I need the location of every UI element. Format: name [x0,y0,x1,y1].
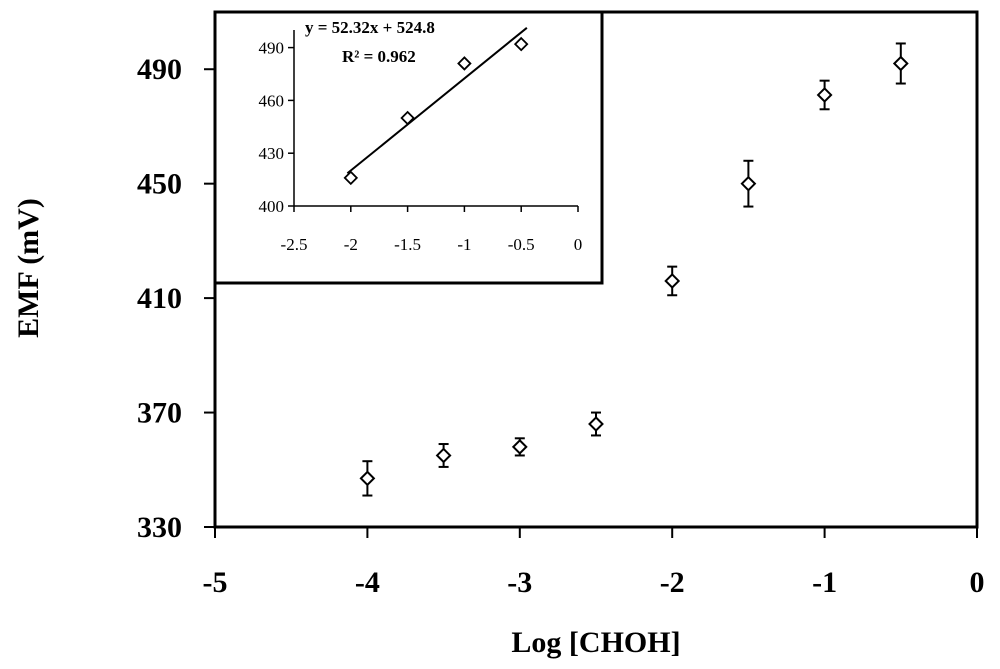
inset-data-point [457,56,472,71]
x-axis-label: Log [CHOH] [511,626,680,659]
inset-y-tick-label: 490 [259,39,285,58]
data-point [740,175,757,192]
inset-data-point [513,36,529,52]
inset-data-point [400,110,415,126]
inset-x-tick-label: -1.5 [394,235,421,254]
data-point [359,470,376,487]
inset-frame [213,10,604,285]
y-tick-label: 410 [137,282,182,315]
data-point [816,87,833,103]
inset-chart: -2.5 -2 -1.5 -1 -0.5 0 400 430 460 490 y = 52.32x… [213,10,604,285]
inset-x-tick-label: -2 [344,235,358,254]
x-tick-label: -4 [355,566,380,599]
data-point [588,416,604,432]
inset-data-point [343,170,359,186]
y-tick-label: 330 [137,511,182,544]
data-point [664,273,681,289]
x-tick-label: -2 [660,566,685,599]
inset-x-tick-label: -2.5 [281,235,308,254]
main-chart: -5 -4 -3 -2 -1 0 330 370 410 450 490 Log [CHOH] EM… [12,10,985,659]
x-tick-label: -5 [203,566,228,599]
inset-x-tick-label: 0 [574,235,583,254]
inset-x-tick-label: -0.5 [508,235,535,254]
y-axis-label: EMF (mV) [12,198,45,338]
inset-trendline [346,27,528,175]
inset-x-tick-label: -1 [457,235,471,254]
x-tick-label: 0 [970,566,985,599]
inset-r-squared: R² = 0.962 [342,47,416,66]
inset-equation: y = 52.32x + 524.8 [305,18,435,37]
data-point [435,447,452,464]
data-point [892,55,909,72]
data-point [511,438,528,455]
x-tick-label: -3 [507,566,532,599]
inset-y-tick-label: 400 [259,197,285,216]
y-tick-label: 490 [137,53,182,86]
inset-y-tick-label: 460 [259,91,285,110]
y-tick-label: 370 [137,397,182,430]
x-tick-label: -1 [812,566,837,599]
inset-y-tick-label: 430 [259,144,285,163]
y-tick-label: 450 [137,168,182,201]
